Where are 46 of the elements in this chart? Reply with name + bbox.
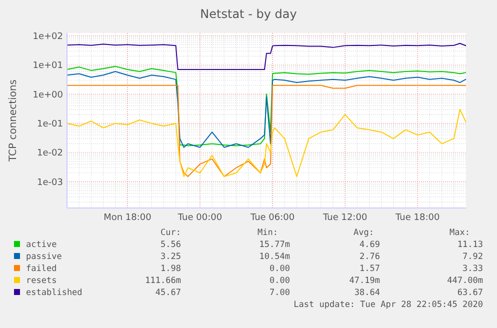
text: 3.33 bbox=[462, 264, 483, 274]
line-series bbox=[66, 84, 466, 178]
text: Min: bbox=[258, 228, 278, 238]
text: 111.66m bbox=[145, 276, 181, 286]
text: 3.25 bbox=[160, 252, 181, 262]
text: 4.69 bbox=[360, 240, 380, 250]
text: 2.76 bbox=[360, 252, 380, 262]
text: 447.00m bbox=[447, 276, 483, 286]
text: 10.54m bbox=[259, 252, 290, 262]
y-axis-title: TCP connections bbox=[8, 79, 19, 163]
line-series bbox=[66, 42, 466, 70]
legend-label: passive bbox=[26, 252, 62, 262]
y-tick-label: 1e+02 bbox=[32, 32, 63, 42]
y-tick-label: 1e+01 bbox=[32, 61, 63, 72]
text: 0.00 bbox=[270, 264, 290, 274]
text: 11.13 bbox=[457, 240, 483, 250]
y-tick-label: 1e-02 bbox=[37, 148, 63, 159]
text: Max: bbox=[450, 228, 470, 238]
text: 7.00 bbox=[270, 288, 290, 298]
chart-title: Netstat - by day bbox=[200, 7, 297, 21]
text: 1.57 bbox=[360, 264, 380, 274]
text: 5.56 bbox=[160, 240, 181, 250]
y-tick-label: 1e-01 bbox=[37, 119, 63, 130]
text: 47.19m bbox=[349, 276, 380, 286]
text: 38.64 bbox=[354, 288, 380, 298]
text: 1.98 bbox=[160, 264, 181, 274]
y-tick-label: 1e+00 bbox=[32, 90, 64, 100]
legend-label: active bbox=[26, 240, 57, 250]
x-tick-label: Tue 00:00 bbox=[176, 213, 222, 223]
text: 15.77m bbox=[259, 240, 290, 250]
text: 0.00 bbox=[270, 276, 290, 286]
line-series bbox=[66, 108, 466, 178]
x-tick-label: Tue 06:00 bbox=[249, 213, 295, 223]
x-tick-label: Tue 18:00 bbox=[394, 213, 440, 223]
text: 7.92 bbox=[462, 252, 483, 262]
y-tick-label: 1e-03 bbox=[37, 178, 63, 188]
legend-label: failed bbox=[26, 264, 57, 274]
x-tick-label: Tue 12:00 bbox=[322, 213, 368, 223]
text: 45.67 bbox=[155, 288, 181, 298]
text: Cur: bbox=[160, 228, 181, 238]
text: Last update: Tue Apr 28 22:05:45 2020 bbox=[294, 300, 483, 310]
x-tick-label: Mon 18:00 bbox=[104, 213, 152, 223]
legend-label: established bbox=[26, 288, 82, 298]
legend-label: resets bbox=[26, 276, 57, 286]
text: Avg: bbox=[354, 228, 374, 238]
text: 63.67 bbox=[457, 288, 483, 298]
